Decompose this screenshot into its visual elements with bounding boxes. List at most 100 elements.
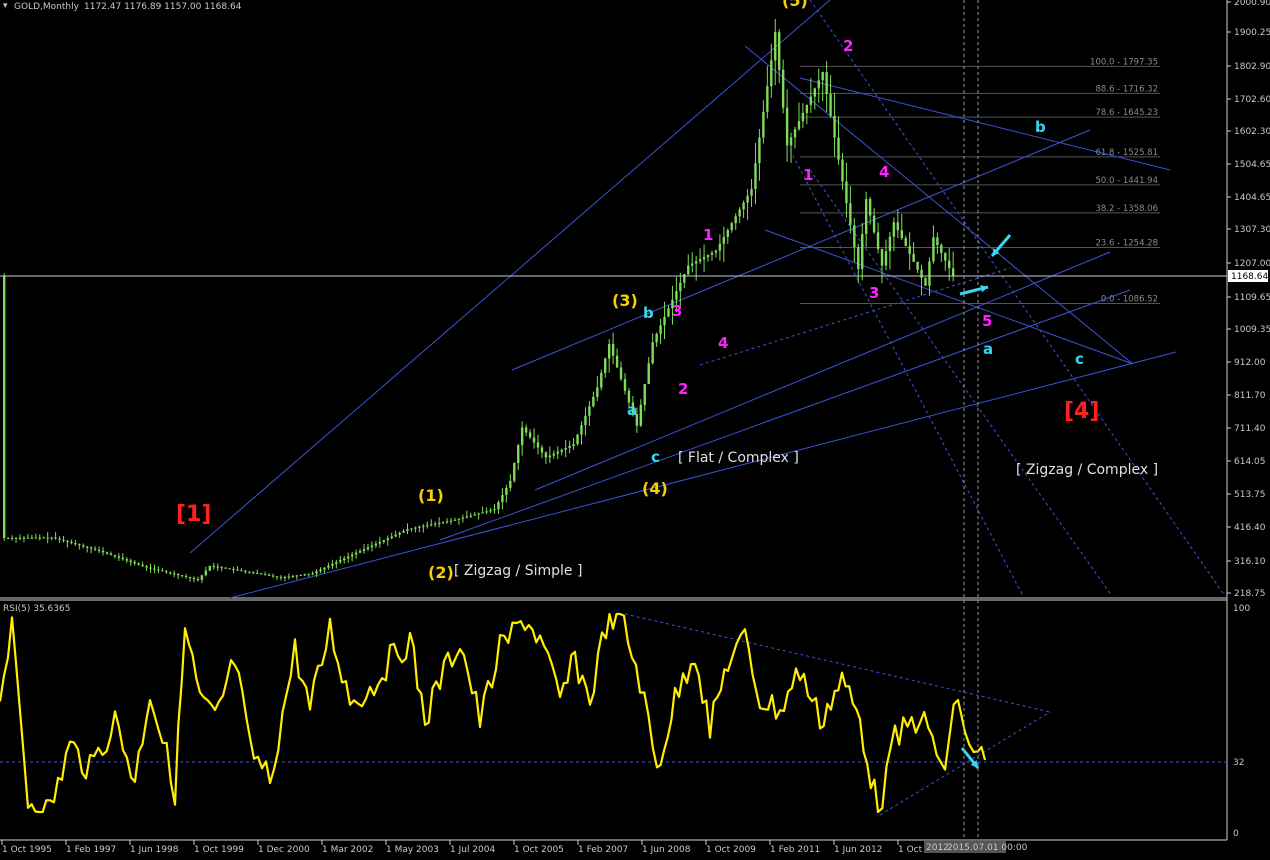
wave-label-minor: 4 [718,334,728,352]
candle-body [801,112,805,122]
candle-body [153,568,156,570]
candle-body [948,260,951,269]
candle-body [453,519,457,521]
price-tick-label: 1009.35 [1234,325,1270,335]
trendline [534,251,1111,491]
candle-body [188,577,192,579]
candle-body [647,363,650,385]
candle-body [477,513,480,515]
candle-body [149,567,152,569]
candle-body [892,222,896,237]
candle-body [113,555,117,557]
rsi-level-0: 0 [1233,829,1239,839]
wave-label-minor: 1 [703,226,713,244]
rsi-line [0,612,987,814]
candle-body [14,537,18,539]
candle-body [485,511,488,513]
candle-body [651,342,654,364]
candle-body [600,372,603,388]
candle-body [924,277,927,286]
candle-body [311,573,314,575]
candle-body [216,566,219,568]
time-tick-label: 1 Dec 2000 [258,845,310,855]
candle-body [667,308,670,317]
candle-body [797,121,801,130]
wave-label-cyan: b [1035,118,1046,136]
candle-body [58,538,61,540]
candle-body [623,379,627,391]
candle-body [663,316,666,326]
arrow-right-icon-head [980,284,988,293]
candle-body [501,494,504,503]
candle-body [880,248,884,266]
rsi-pane [0,234,1227,816]
candle-body [26,537,30,539]
candle-body [184,576,188,578]
candle-body [675,291,678,300]
candle-body [754,163,757,189]
wave-label-minor: 2 [843,37,853,55]
candle-body [607,344,611,359]
price-tick-label: 416.40 [1234,523,1266,533]
wave-label-minor: 1 [803,166,813,184]
candle-body [916,261,919,270]
candle-body [520,427,524,446]
arrow-down-left-icon-head [992,248,1000,256]
time-axis: 1 Oct 1995 1 Feb 1997 1 Jun 1998 1 Oct 1999… [1,840,931,855]
price-tick-label: 1602.30 [1234,127,1270,137]
candle-body [331,563,334,566]
time-tick-label: 1 Mar 2002 [322,845,373,855]
candle-body [410,528,413,530]
candle-body [441,522,445,524]
candle-body [54,537,57,539]
time-tick-label: 1 Oct 2005 [514,845,564,855]
candle-body [252,572,255,574]
candle-body [742,202,745,210]
candle-body [378,541,382,544]
candle-body [904,238,907,247]
time-tick-label: 1 Jun 2008 [642,845,691,855]
candle-body [908,246,911,254]
candle-body [461,517,465,519]
candle-body [615,355,619,368]
candle-body [944,252,947,261]
price-tick-label: 1702.60 [1234,95,1270,105]
arrow-down-right-icon-head [970,760,978,768]
candle-body [46,537,49,539]
candle-body [220,567,223,569]
candle-body [489,510,492,512]
candle-body [291,575,295,577]
symbol-menu-icon[interactable]: ▾ [3,1,8,11]
pattern-label: [ Zigzag / Simple ] [454,563,582,579]
candle-body [544,452,548,458]
candle-body [469,515,472,517]
candle-body [584,415,587,426]
time-tick-label: 1 May 2003 [386,845,439,855]
wave-label-cyan: b [643,304,654,322]
candle-body [920,269,923,278]
price-tick-label: 1802.90 [1234,62,1270,72]
wave-labels: [1] [4] (1) (2) (3) (4) (5) 1 2 3 4 3 4 1 2 5 b a c b a c [ Zi… [176,0,1158,582]
candle-body [710,252,714,255]
candle-body [639,404,643,426]
time-tick-label: 1 Jun 1998 [130,845,179,855]
candle-body [548,455,552,458]
candle-body [671,299,674,309]
candle-body [627,390,631,403]
candle-body [481,512,484,514]
candle-body [169,572,172,574]
candle-body [951,268,955,277]
candle-body [445,521,449,523]
candle-body [698,259,702,262]
candle-body [354,552,358,555]
candle-body [358,550,362,553]
wave-label-primary-4: [4] [1064,399,1099,424]
price-tick-label: 912.00 [1234,358,1266,368]
candle-body [694,261,698,264]
candle-body [734,216,737,224]
candle-body [6,537,10,539]
fib-level-label: 88.6 - 1716.32 [1095,84,1158,94]
candle-body [845,181,848,204]
candle-body [714,250,718,253]
